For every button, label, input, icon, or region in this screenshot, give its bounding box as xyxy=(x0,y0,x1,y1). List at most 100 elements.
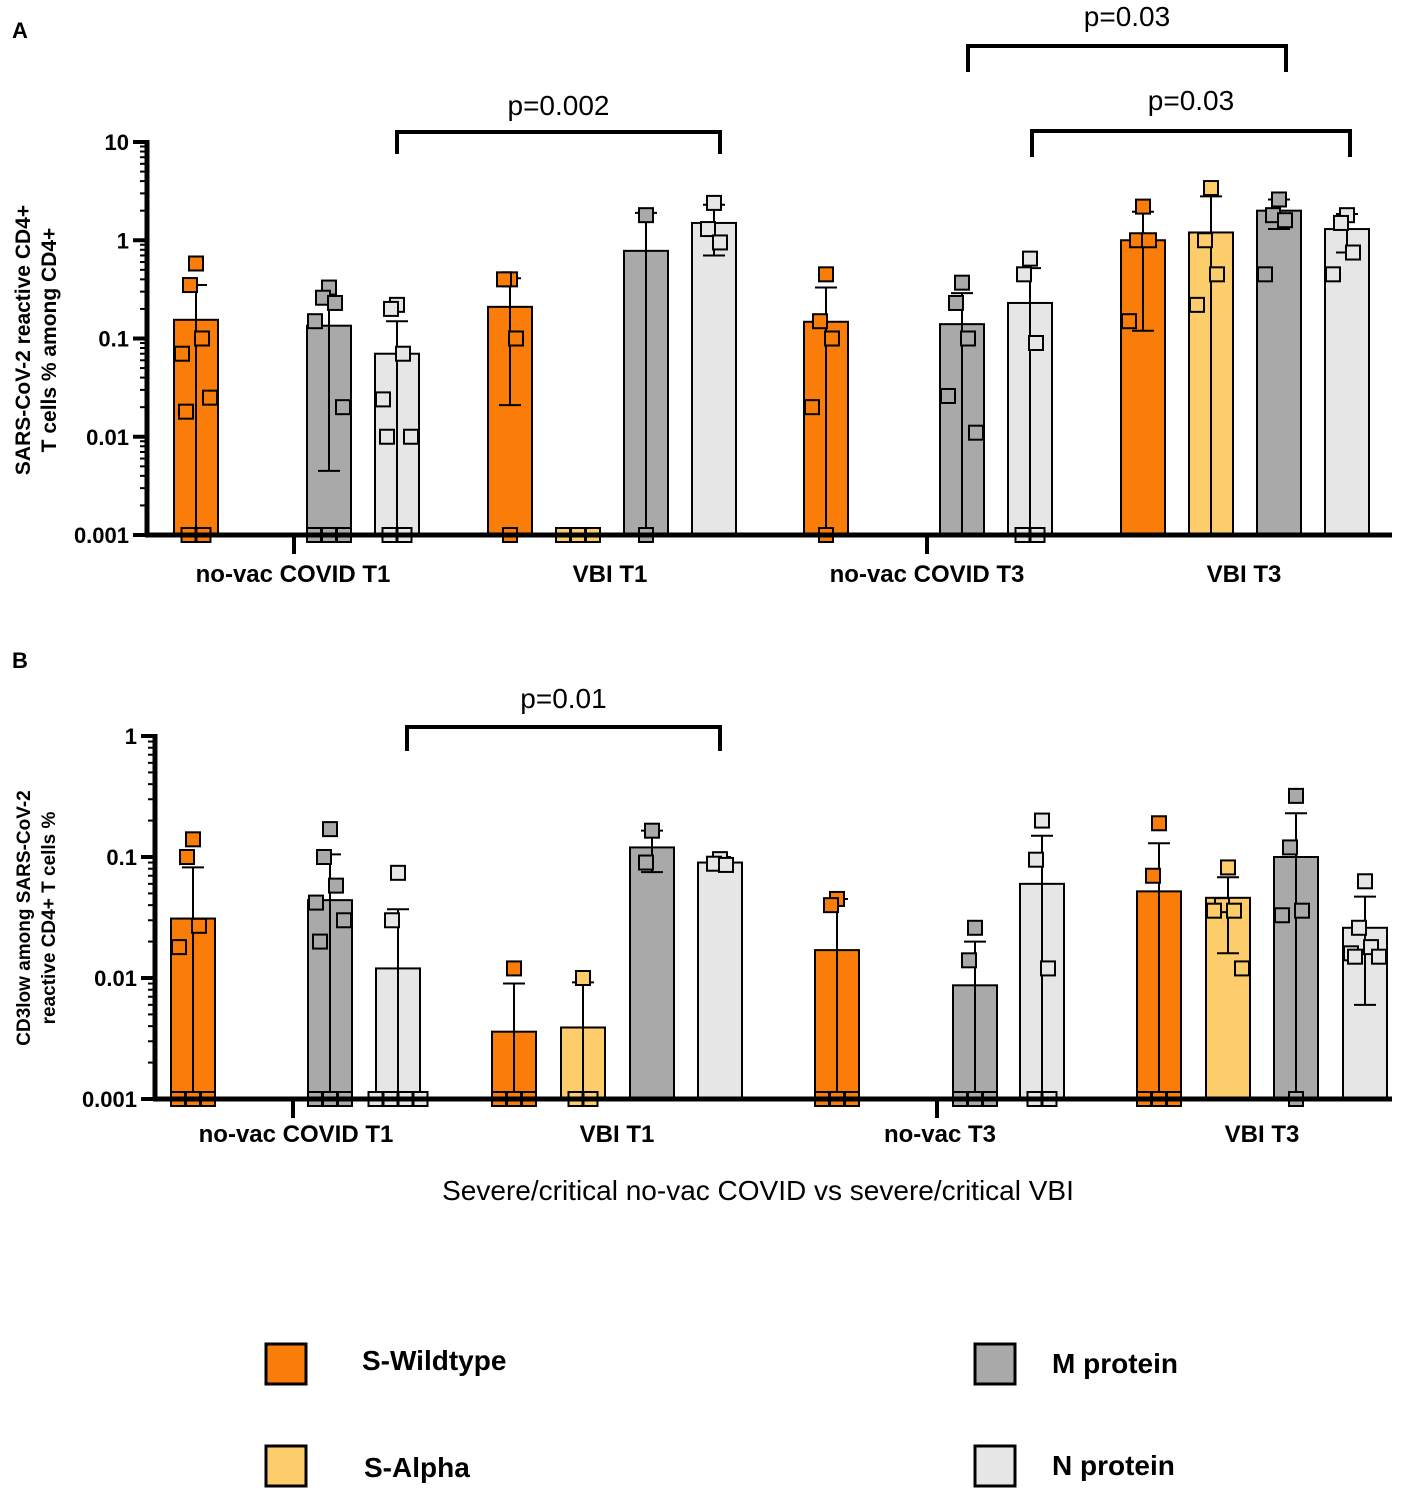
bar-vbi-t3-m-protein-point xyxy=(1288,787,1304,804)
bar-no-vac-covid-t3-m-protein-point xyxy=(968,424,984,441)
bar-vbi-t3-s-alpha-point xyxy=(1203,180,1219,197)
y-tick-label: 1 xyxy=(125,724,137,749)
bar-no-vac-covid-t1-n-protein-point xyxy=(379,428,395,445)
legend-label-s-alpha: S-Alpha xyxy=(364,1452,470,1483)
bar-vbi-t3-n-protein-point xyxy=(1351,919,1367,936)
panel-a-chart: 10 1 0.1 0.01 0.001 no-vac COVID T1 VBI T1 no-v… xyxy=(74,1,1392,588)
bar-no-vac-covid-t1-s-wildtype-point xyxy=(185,831,201,848)
y-axis-label-b-line2: reactive CD4+ T cells % xyxy=(39,811,60,1024)
bar-vbi-t3-s-alpha-point xyxy=(1206,902,1222,919)
bar-no-vac-covid-t3-n-protein-point xyxy=(1016,266,1032,283)
bar-vbi-t3-s-alpha-point xyxy=(1209,266,1225,283)
bar-no-vac-covid-t3-m-protein-point xyxy=(954,274,970,291)
bar-vbi-t3-s-wildtype-point xyxy=(1145,867,1161,884)
bar-vbi-t3-m-protein xyxy=(1256,209,1302,536)
bar-vbi-t1-n-protein-point xyxy=(700,221,716,238)
bar-no-vac-t3-n-protein-point xyxy=(1028,851,1044,868)
legend-swatch-m-protein xyxy=(973,1342,1017,1386)
significance-bracket xyxy=(395,130,722,154)
bar-vbi-t3-s-wildtype-point xyxy=(1151,815,1167,832)
bar-no-vac-covid-t1-n-protein-point xyxy=(403,428,419,445)
bar-no-vac-covid-t1-s-wildtype-point xyxy=(194,330,210,347)
bar-no-vac-covid-t1-s-wildtype-point xyxy=(182,277,198,294)
x-group-label-no-vac-covid-t3: no-vac COVID T3 xyxy=(830,561,1025,588)
bar-no-vac-covid-t1-n-protein-point xyxy=(383,300,399,317)
y-tick-label: 10 xyxy=(105,130,129,155)
panel-b-chart: 1 0.1 0.01 0.001 no-vac COVID T1 VBI T1 no-vac… xyxy=(82,683,1392,1148)
legend-swatch-s-wildtype xyxy=(264,1342,308,1386)
bar-vbi-t1-s-wildtype-point xyxy=(496,271,512,288)
significance-label: p=0.01 xyxy=(520,683,606,714)
bar-vbi-t3-s-alpha-point xyxy=(1189,296,1205,313)
x-group-label-no-vac-t3: no-vac T3 xyxy=(884,1121,996,1148)
bar-vbi-t1-s-alpha-point xyxy=(575,970,591,986)
bar-vbi-t1-n-protein-point xyxy=(712,234,728,251)
bar-no-vac-covid-t1-m-protein-point xyxy=(328,877,344,894)
bar-vbi-t1-m-protein xyxy=(629,846,675,1100)
bar-vbi-t3-s-alpha-point xyxy=(1197,232,1213,249)
bar-no-vac-t3-n-protein-point xyxy=(1034,812,1050,829)
bar-vbi-t1-n-protein xyxy=(691,221,737,536)
legend: S-Wildtype S-Alpha M protein N protein xyxy=(264,1342,1178,1488)
bar-no-vac-covid-t1-s-wildtype-point xyxy=(191,917,207,934)
bar-vbi-t3-m-protein-point xyxy=(1277,212,1293,229)
significance-bracket xyxy=(1030,129,1352,157)
bar-vbi-t3-n-protein-point xyxy=(1371,948,1387,965)
bar-vbi-t3-m-protein-point xyxy=(1257,266,1273,283)
bar-no-vac-covid-t1-m-protein-point xyxy=(327,294,343,311)
significance-bracket xyxy=(966,44,1288,72)
bar-no-vac-t3-m-protein-point xyxy=(961,952,977,969)
bar-no-vac-covid-t1-s-wildtype-point xyxy=(188,255,204,272)
x-group-label-vbi-t1: VBI T1 xyxy=(573,561,648,588)
bar-no-vac-covid-t3-m-protein-point xyxy=(960,330,976,347)
bar-no-vac-t3-s-wildtype-point xyxy=(823,897,839,914)
significance-bracket xyxy=(405,725,722,751)
bar-vbi-t3-m-protein-point xyxy=(1294,902,1310,919)
legend-swatch-s-alpha xyxy=(264,1444,308,1488)
bar-vbi-t1-n-protein-point xyxy=(718,856,734,873)
x-group-label-vbi-t1: VBI T1 xyxy=(580,1121,655,1148)
y-tick-label: 0.1 xyxy=(106,845,137,870)
bar-no-vac-covid-t3-n-protein-point xyxy=(1022,250,1038,267)
y-tick-label: 0.001 xyxy=(82,1087,137,1112)
bar-no-vac-covid-t1-m-protein-point xyxy=(335,399,351,416)
bar-vbi-t3-n-protein-point xyxy=(1347,948,1363,965)
bar-vbi-t1-m-protein-point xyxy=(644,822,660,839)
bar-vbi-t3-s-alpha-point xyxy=(1234,960,1250,977)
x-group-label-no-vac-covid-t1: no-vac COVID T1 xyxy=(199,1121,394,1148)
bar-no-vac-covid-t1-m-protein-point xyxy=(322,821,338,838)
bar-no-vac-covid-t1-m-protein-point xyxy=(312,933,328,950)
bar-no-vac-t3-m-protein-point xyxy=(967,919,983,936)
significance-label: p=0.03 xyxy=(1084,1,1170,32)
bar-no-vac-covid-t1-n-protein-point xyxy=(384,912,400,929)
bar-no-vac-covid-t1-m-protein-point xyxy=(308,894,324,911)
bar-vbi-t3-s-wildtype-point xyxy=(1135,198,1151,215)
bar-no-vac-covid-t1-m-protein-point xyxy=(316,849,332,865)
bar-vbi-t1-n-protein xyxy=(697,861,743,1101)
significance-label: p=0.03 xyxy=(1148,85,1234,116)
x-group-label-no-vac-covid-t1: no-vac COVID T1 xyxy=(196,561,391,588)
bar-vbi-t3-m-protein-point xyxy=(1274,907,1290,924)
legend-label-s-wildtype: S-Wildtype xyxy=(362,1345,506,1376)
significance-label: p=0.002 xyxy=(508,90,610,121)
legend-swatch-n-protein xyxy=(973,1444,1017,1488)
bar-no-vac-covid-t3-s-wildtype-point xyxy=(818,266,834,283)
x-group-label-vbi-t3: VBI T3 xyxy=(1207,561,1282,588)
bar-vbi-t3-n-protein-point xyxy=(1357,873,1373,890)
bar-vbi-t1-s-wildtype-point xyxy=(508,330,524,347)
y-tick-label: 0.1 xyxy=(98,327,129,352)
x-axis-title-b: Severe/critical no-vac COVID vs severe/c… xyxy=(442,1175,1074,1206)
bar-vbi-t3-n-protein-point xyxy=(1325,266,1341,283)
x-group-label-vbi-t3: VBI T3 xyxy=(1225,1121,1300,1148)
bar-no-vac-covid-t1-s-wildtype-point xyxy=(178,403,194,420)
bar-no-vac-covid-t1-n-protein-point xyxy=(375,391,391,408)
bar-vbi-t3-n-protein-point xyxy=(1345,244,1361,261)
bar-vbi-t3-s-alpha-point xyxy=(1226,902,1242,919)
bar-no-vac-covid-t3-s-wildtype-point xyxy=(804,399,820,416)
bar-no-vac-covid-t1-s-wildtype-point xyxy=(202,389,218,406)
bar-vbi-t3-s-wildtype-point xyxy=(1121,313,1137,330)
bar-vbi-t3-n-protein-point xyxy=(1333,214,1349,231)
bar-no-vac-covid-t1-m-protein-point xyxy=(336,912,352,929)
bar-no-vac-covid-t1-s-wildtype-point xyxy=(174,345,190,362)
